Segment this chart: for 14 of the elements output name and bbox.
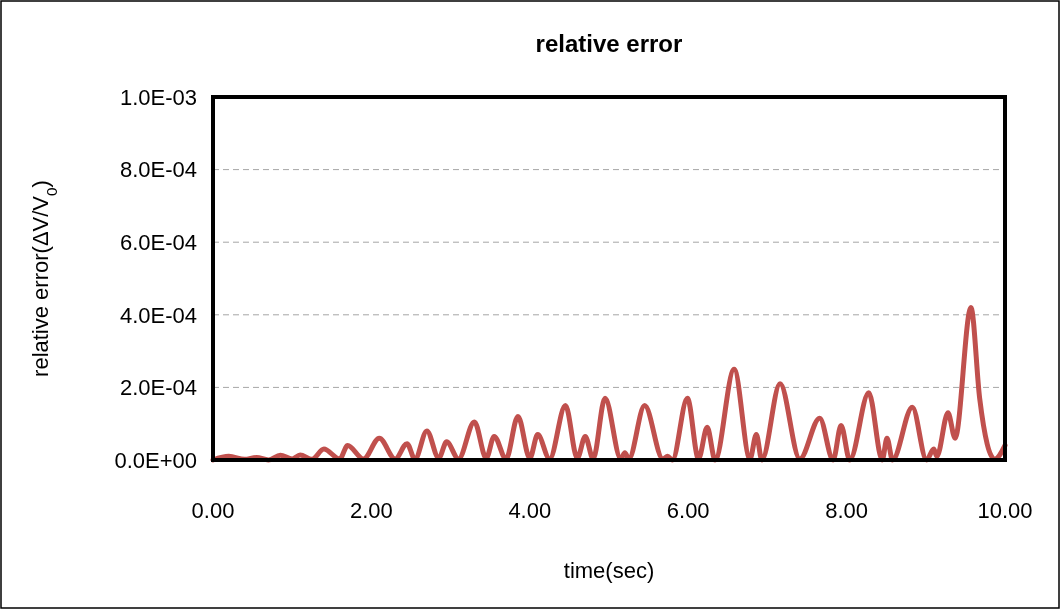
x-tick-label: 6.00 bbox=[666, 498, 710, 523]
y-tick-label: 8.0E-04 bbox=[119, 157, 197, 183]
x-tick-label: 2.00 bbox=[349, 498, 393, 523]
x-tick-label: 8.00 bbox=[825, 498, 869, 523]
x-axis-title: time(sec) bbox=[563, 558, 655, 583]
y-tick-label: 6.0E-04 bbox=[119, 229, 197, 255]
y-tick-label: 0.0E+00 bbox=[114, 447, 197, 473]
chart-title: relative error bbox=[535, 30, 683, 57]
x-tick-label: 0.00 bbox=[191, 498, 235, 523]
y-tick-label: 4.0E-04 bbox=[119, 302, 197, 328]
x-tick-label: 4.00 bbox=[508, 498, 552, 523]
y-tick-label: 1.0E-03 bbox=[119, 84, 197, 110]
y-tick-label: 2.0E-04 bbox=[119, 375, 197, 401]
x-tick-label: 10.00 bbox=[977, 498, 1033, 523]
